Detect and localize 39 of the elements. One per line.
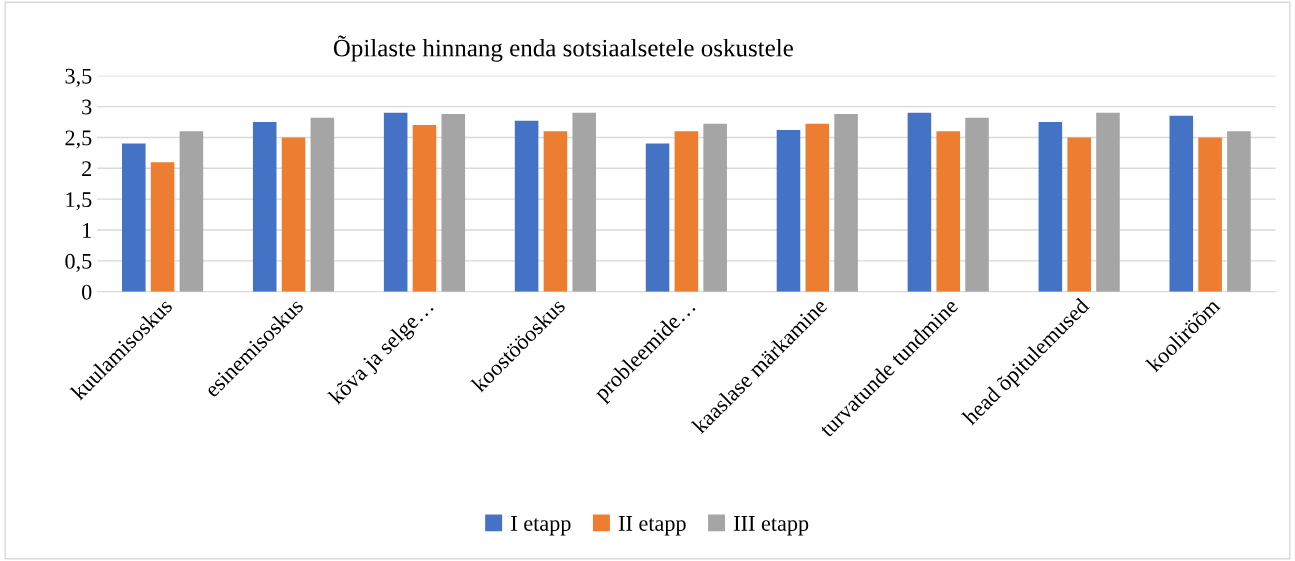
legend-label: III etapp <box>734 516 809 536</box>
bar <box>1038 122 1063 292</box>
bar <box>1067 137 1091 292</box>
bar <box>1169 115 1194 292</box>
bar <box>645 143 670 292</box>
bar <box>805 123 830 292</box>
y-tick-label: 1,5 <box>66 192 92 211</box>
y-tick-label: 0 <box>82 284 92 300</box>
legend-label: I etapp <box>511 516 571 536</box>
bar <box>674 131 699 292</box>
bar <box>834 114 858 292</box>
bar <box>543 131 568 292</box>
bar <box>936 131 961 292</box>
bar <box>310 117 335 292</box>
y-tick-label: 3 <box>82 99 92 115</box>
y-tick-label: 3,5 <box>65 68 92 87</box>
bar <box>252 122 277 292</box>
y-tick-label: 2,5 <box>65 130 92 149</box>
legend-label: II etapp <box>618 516 686 536</box>
bar <box>907 112 932 292</box>
y-tick-label: 2 <box>82 161 92 177</box>
bar <box>776 130 801 292</box>
bar <box>441 114 466 292</box>
bar <box>572 112 596 292</box>
bar <box>1096 112 1120 292</box>
bar <box>703 123 727 292</box>
bar <box>412 125 437 292</box>
bar <box>1227 131 1251 292</box>
chart-title: Õpilaste hinnang enda sotsiaalsetele oskustele <box>333 35 793 62</box>
y-tick-label: 1 <box>83 223 91 238</box>
bar <box>179 131 204 292</box>
bar <box>122 143 146 292</box>
bar <box>514 120 539 292</box>
y-tick-label: 0,5 <box>65 253 92 272</box>
bar <box>965 117 989 292</box>
bar <box>281 137 306 292</box>
bar <box>150 162 175 292</box>
bar <box>1198 137 1222 292</box>
bar <box>383 112 408 292</box>
